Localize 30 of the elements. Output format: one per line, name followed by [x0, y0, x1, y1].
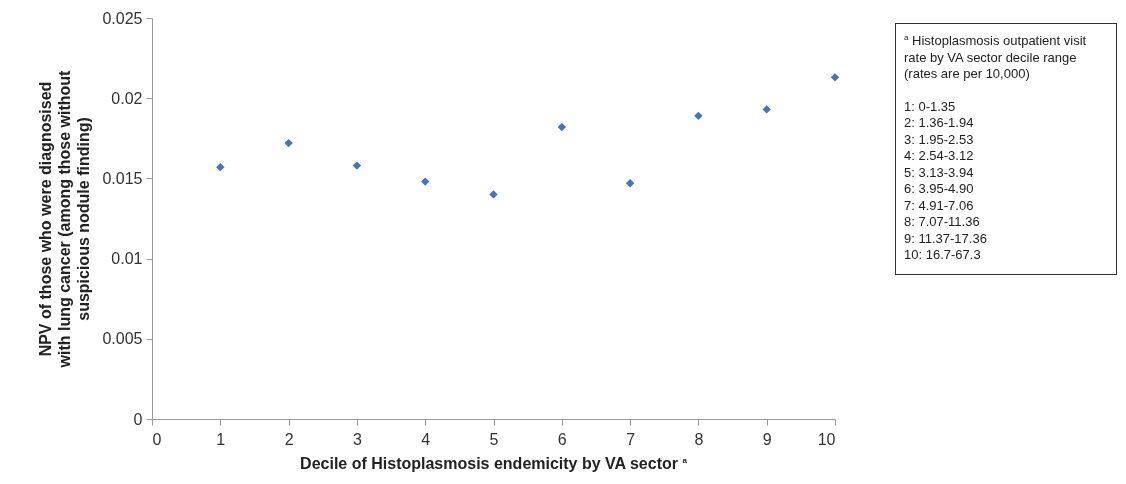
x-tick-label: 3: [352, 430, 362, 448]
x-tick-label: 4: [421, 430, 431, 448]
point: [830, 73, 840, 82]
x-tick-label: 6: [557, 430, 567, 448]
x-tick-label: 8: [694, 430, 704, 448]
point: [625, 179, 635, 188]
y-tick-label: 0: [133, 410, 143, 428]
x-tick-label: 5: [489, 430, 499, 448]
x-tick-label: 2: [284, 430, 294, 448]
x-tick-label: 7: [626, 430, 636, 448]
y-tick-label: 0.02: [111, 89, 143, 107]
y-tick-label: 0.025: [102, 9, 143, 27]
point: [762, 105, 771, 114]
point: [694, 111, 703, 121]
point: [489, 190, 498, 199]
y-tick-label: 0.005: [102, 330, 143, 348]
point: [284, 138, 293, 148]
point: [216, 162, 225, 172]
y-tick-label: 0.015: [102, 169, 143, 187]
point: [557, 122, 566, 132]
x-tick-label: 10: [817, 430, 836, 448]
x-axis-title: Decile of Histoplasmosis endemicity by VA sector $^{a}$: [299, 455, 688, 473]
y-axis-title: NPV of those who were diagnosised with lung cancer (among those without suspicious nodule finding): [37, 69, 93, 369]
x-tick-label: 9: [762, 430, 772, 448]
point: [421, 177, 430, 186]
note-box: $^{a}$ Histoplasmosis outpatient visit rate by VA sector decile range (rates are per 10,000) 1: 0-1.35 2: 1.36-1.94 3: 1.95-2.53 4: 2.54-3.12 5: 3.13-3.94 6: 3.95-4.90 7: 4.91-7.06 8: 7.07-11.36 9: 11.37-17.36 10: 16.7-67.3: [895, 23, 1117, 275]
x-tick-label: 1: [216, 430, 226, 448]
y-tick-label: 0.01: [111, 250, 143, 268]
x-tick-label: 0: [152, 430, 162, 448]
point: [352, 161, 362, 170]
